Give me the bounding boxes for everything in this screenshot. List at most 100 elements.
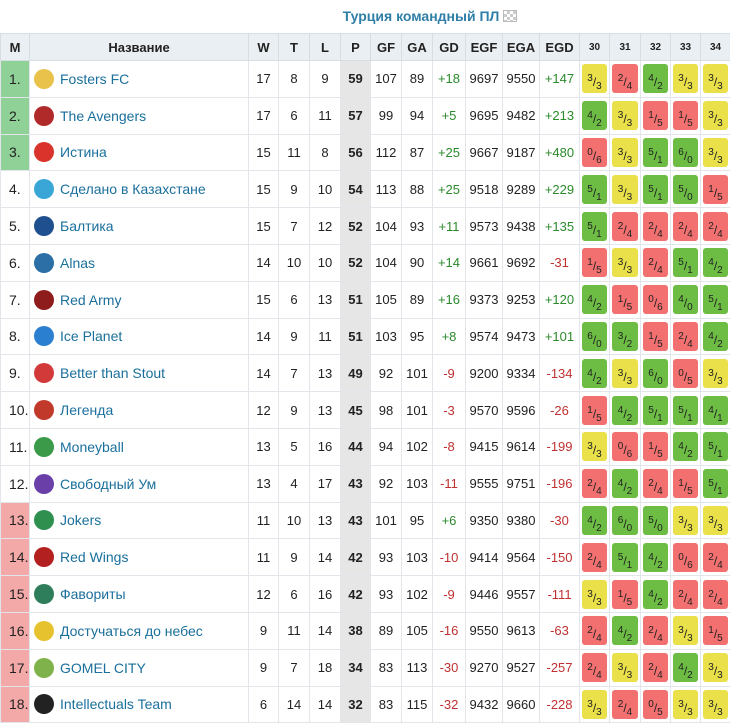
team-link[interactable]: Балтика xyxy=(60,218,114,234)
team-link[interactable]: Intellectuals Team xyxy=(60,696,172,712)
match-result-chip[interactable]: 5/1 xyxy=(582,212,607,241)
team-link[interactable]: Достучаться до небес xyxy=(60,623,203,639)
match-result-chip[interactable]: 5/1 xyxy=(643,138,668,167)
match-result-chip[interactable]: 4/2 xyxy=(612,616,638,645)
header-round-31[interactable]: 31 xyxy=(610,34,641,61)
match-result-chip[interactable]: 4/2 xyxy=(643,64,668,93)
match-result-chip[interactable]: 3/3 xyxy=(612,138,638,167)
match-result-chip[interactable]: 6/0 xyxy=(582,322,607,351)
match-result-chip[interactable]: 2/4 xyxy=(582,616,607,645)
match-result-chip[interactable]: 5/1 xyxy=(673,396,698,425)
team-link[interactable]: Сделано в Казахстане xyxy=(60,181,206,197)
match-result-chip[interactable]: 4/2 xyxy=(703,248,728,277)
match-result-chip[interactable]: 2/4 xyxy=(643,653,668,682)
header-ega[interactable]: EGA xyxy=(503,34,540,61)
team-link[interactable]: Легенда xyxy=(60,402,113,418)
match-result-chip[interactable]: 4/2 xyxy=(582,506,607,535)
header-egf[interactable]: EGF xyxy=(466,34,503,61)
header-round-32[interactable]: 32 xyxy=(641,34,671,61)
match-result-chip[interactable]: 5/1 xyxy=(612,543,638,572)
match-result-chip[interactable]: 2/4 xyxy=(673,580,698,609)
match-result-chip[interactable]: 1/5 xyxy=(673,101,698,130)
match-result-chip[interactable]: 2/4 xyxy=(643,248,668,277)
team-link[interactable]: Ice Planet xyxy=(60,328,122,344)
team-link[interactable]: Red Army xyxy=(60,292,121,308)
team-link[interactable]: Фавориты xyxy=(60,586,126,602)
match-result-chip[interactable]: 2/4 xyxy=(673,322,698,351)
match-result-chip[interactable]: 1/5 xyxy=(643,432,668,461)
match-result-chip[interactable]: 2/4 xyxy=(643,469,668,498)
match-result-chip[interactable]: 4/2 xyxy=(582,285,607,314)
match-result-chip[interactable]: 3/3 xyxy=(703,506,728,535)
match-result-chip[interactable]: 0/5 xyxy=(643,690,668,719)
match-result-chip[interactable]: 2/4 xyxy=(582,469,607,498)
team-link[interactable]: Alnas xyxy=(60,255,95,271)
match-result-chip[interactable]: 1/5 xyxy=(612,580,638,609)
match-result-chip[interactable]: 0/6 xyxy=(673,543,698,572)
match-result-chip[interactable]: 6/0 xyxy=(612,506,638,535)
match-result-chip[interactable]: 3/3 xyxy=(703,138,728,167)
match-result-chip[interactable]: 5/1 xyxy=(643,396,668,425)
match-result-chip[interactable]: 2/4 xyxy=(703,580,728,609)
match-result-chip[interactable]: 0/5 xyxy=(673,359,698,388)
match-result-chip[interactable]: 5/0 xyxy=(643,506,668,535)
match-result-chip[interactable]: 4/2 xyxy=(673,432,698,461)
team-link[interactable]: Fosters FC xyxy=(60,71,129,87)
team-link[interactable]: Red Wings xyxy=(60,549,128,565)
header-pos[interactable]: М xyxy=(1,34,30,61)
match-result-chip[interactable]: 3/3 xyxy=(612,359,638,388)
match-result-chip[interactable]: 1/5 xyxy=(582,248,607,277)
match-result-chip[interactable]: 2/4 xyxy=(703,543,728,572)
team-link[interactable]: The Avengers xyxy=(60,108,146,124)
match-result-chip[interactable]: 4/2 xyxy=(673,653,698,682)
team-link[interactable]: Свободный Ум xyxy=(60,476,156,492)
match-result-chip[interactable]: 2/4 xyxy=(673,212,698,241)
match-result-chip[interactable]: 3/3 xyxy=(582,64,607,93)
match-result-chip[interactable]: 2/4 xyxy=(582,653,607,682)
match-result-chip[interactable]: 1/5 xyxy=(612,285,638,314)
header-round-34[interactable]: 34 xyxy=(701,34,730,61)
match-result-chip[interactable]: 3/3 xyxy=(673,690,698,719)
match-result-chip[interactable]: 5/1 xyxy=(643,175,668,204)
match-result-chip[interactable]: 2/4 xyxy=(703,212,728,241)
team-link[interactable]: GOMEL CITY xyxy=(60,660,146,676)
match-result-chip[interactable]: 4/2 xyxy=(643,543,668,572)
match-result-chip[interactable]: 1/5 xyxy=(643,101,668,130)
match-result-chip[interactable]: 3/2 xyxy=(612,322,638,351)
match-result-chip[interactable]: 5/1 xyxy=(703,285,728,314)
header-l[interactable]: L xyxy=(310,34,341,61)
header-p[interactable]: P xyxy=(341,34,371,61)
match-result-chip[interactable]: 3/3 xyxy=(673,64,698,93)
match-result-chip[interactable]: 1/5 xyxy=(673,469,698,498)
match-result-chip[interactable]: 3/3 xyxy=(703,653,728,682)
match-result-chip[interactable]: 3/3 xyxy=(703,359,728,388)
match-result-chip[interactable]: 2/4 xyxy=(582,543,607,572)
match-result-chip[interactable]: 3/3 xyxy=(612,248,638,277)
match-result-chip[interactable]: 3/3 xyxy=(582,690,607,719)
header-ga[interactable]: GA xyxy=(402,34,433,61)
team-link[interactable]: Jokers xyxy=(60,512,101,528)
match-result-chip[interactable]: 1/5 xyxy=(703,616,728,645)
header-egd[interactable]: EGD xyxy=(540,34,580,61)
header-w[interactable]: W xyxy=(249,34,279,61)
match-result-chip[interactable]: 4/2 xyxy=(582,359,607,388)
match-result-chip[interactable]: 4/1 xyxy=(703,396,728,425)
match-result-chip[interactable]: 4/2 xyxy=(643,580,668,609)
match-result-chip[interactable]: 3/3 xyxy=(673,506,698,535)
header-gd[interactable]: GD xyxy=(433,34,466,61)
team-link[interactable]: Истина xyxy=(60,144,107,160)
match-result-chip[interactable]: 2/4 xyxy=(612,212,638,241)
match-result-chip[interactable]: 5/0 xyxy=(673,175,698,204)
match-result-chip[interactable]: 3/3 xyxy=(703,690,728,719)
match-result-chip[interactable]: 3/3 xyxy=(582,580,607,609)
match-result-chip[interactable]: 5/1 xyxy=(703,469,728,498)
match-result-chip[interactable]: 3/3 xyxy=(612,175,638,204)
match-result-chip[interactable]: 2/4 xyxy=(643,616,668,645)
header-round-30[interactable]: 30 xyxy=(580,34,610,61)
header-name[interactable]: Название xyxy=(30,34,249,61)
match-result-chip[interactable]: 1/5 xyxy=(703,175,728,204)
match-result-chip[interactable]: 2/4 xyxy=(612,690,638,719)
match-result-chip[interactable]: 5/1 xyxy=(673,248,698,277)
match-result-chip[interactable]: 1/5 xyxy=(643,322,668,351)
match-result-chip[interactable]: 3/3 xyxy=(703,64,728,93)
